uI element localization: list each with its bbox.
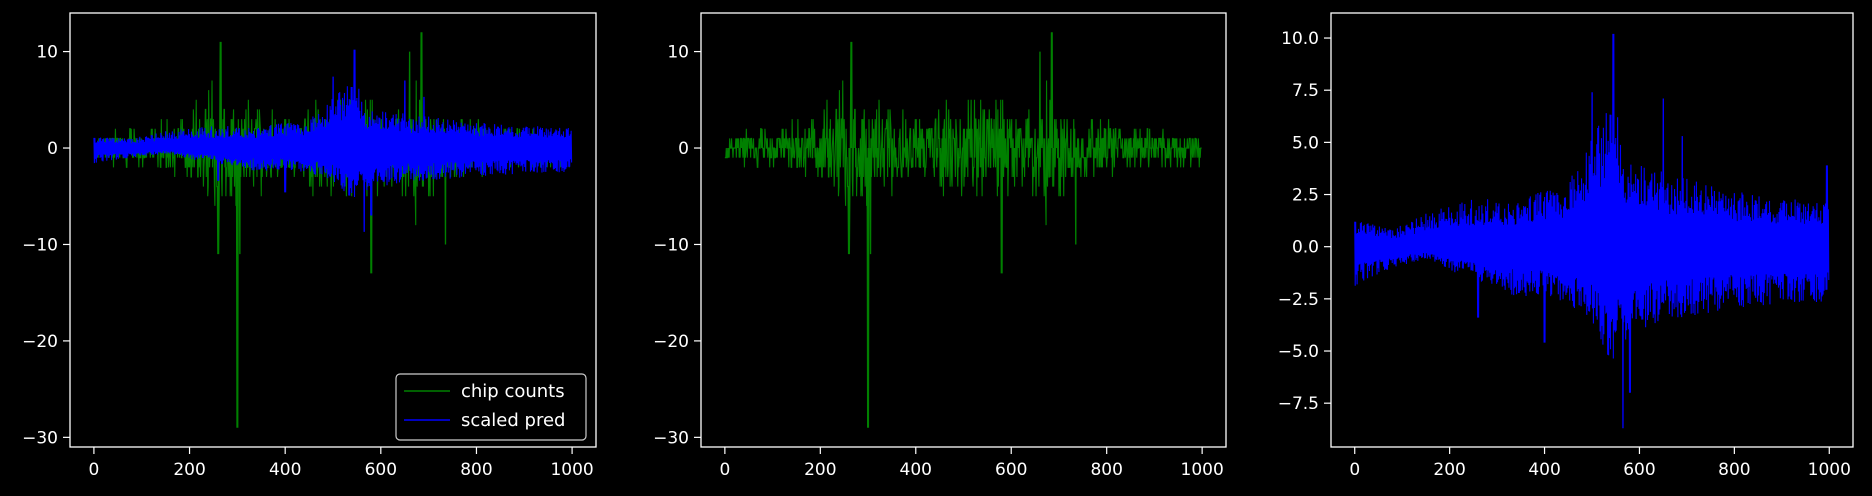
x-tick-label: 200 [804, 460, 836, 480]
x-tick-label: 600 [995, 460, 1027, 480]
legend-label-chip-counts: chip counts [461, 381, 565, 402]
x-tick-label: 600 [1623, 460, 1655, 480]
y-tick-label: −5.0 [1278, 342, 1319, 362]
left-plot-area [93, 32, 573, 428]
x-tick-label: 0 [719, 460, 730, 480]
y-tick-label: 0 [678, 139, 689, 159]
x-tick-label: 200 [173, 460, 205, 480]
y-tick-label: 2.5 [1292, 186, 1319, 206]
x-tick-label: 0 [1349, 460, 1360, 480]
x-tick-label: 400 [1528, 460, 1560, 480]
y-tick-label: −20 [653, 332, 689, 352]
y-tick-label: 10 [667, 43, 689, 63]
middle-plot-panel: 0 200 400 600 800 1000 −30 −20 −10 0 10 [653, 12, 1227, 480]
y-tick-label: −10 [22, 235, 58, 255]
right-plot-area [1354, 33, 1830, 429]
y-tick-label: 5.0 [1292, 133, 1319, 153]
x-tick-label: 1000 [550, 460, 593, 480]
right-x-axis: 0 200 400 600 800 1000 [1349, 447, 1851, 480]
y-tick-label: 0.0 [1292, 238, 1319, 258]
axes-border [1330, 12, 1854, 448]
legend-label-scaled-pred: scaled pred [461, 410, 565, 431]
middle-plot-area [724, 32, 1202, 428]
left-y-axis: −30 −20 −10 0 10 [22, 43, 70, 448]
legend: chip counts scaled pred [395, 373, 587, 441]
x-tick-label: 1000 [1181, 460, 1224, 480]
x-tick-label: 800 [460, 460, 492, 480]
scaled-pred-series-line [1354, 33, 1830, 429]
x-tick-label: 800 [1090, 460, 1122, 480]
y-tick-label: 10.0 [1281, 29, 1319, 49]
x-tick-label: 400 [269, 460, 301, 480]
x-tick-label: 400 [900, 460, 932, 480]
y-tick-label: 0 [47, 139, 58, 159]
y-tick-label: −10 [653, 235, 689, 255]
middle-axes-frame [700, 12, 1227, 448]
y-tick-label: −20 [22, 332, 58, 352]
scaled-pred-series-line [93, 49, 573, 232]
x-tick-label: 800 [1718, 460, 1750, 480]
right-y-axis: −7.5 −5.0 −2.5 0.0 2.5 5.0 7.5 10.0 [1278, 29, 1331, 414]
y-tick-label: −7.5 [1278, 394, 1319, 414]
left-plot-panel: 0 200 400 600 800 1000 −30 −20 −10 0 10 chip coun… [22, 12, 597, 480]
left-axes-frame [69, 12, 597, 448]
middle-y-axis: −30 −20 −10 0 10 [653, 43, 701, 448]
y-tick-label: −30 [653, 428, 689, 448]
left-x-axis: 0 200 400 600 800 1000 [88, 447, 594, 480]
y-tick-label: −2.5 [1278, 290, 1319, 310]
x-tick-label: 600 [365, 460, 397, 480]
right-axes-frame [1330, 12, 1854, 448]
middle-x-axis: 0 200 400 600 800 1000 [719, 447, 1224, 480]
y-tick-label: −30 [22, 428, 58, 448]
chip-counts-series-line [724, 32, 1202, 428]
x-tick-label: 0 [88, 460, 99, 480]
y-tick-label: 7.5 [1292, 81, 1319, 101]
right-plot-panel: 0 200 400 600 800 1000 −7.5 −5.0 −2.5 0.0 2.5 5.0 7… [1278, 12, 1854, 480]
axes-border [69, 12, 597, 448]
y-tick-label: 10 [36, 43, 58, 63]
x-tick-label: 1000 [1808, 460, 1851, 480]
x-tick-label: 200 [1433, 460, 1465, 480]
axes-border [700, 12, 1227, 448]
